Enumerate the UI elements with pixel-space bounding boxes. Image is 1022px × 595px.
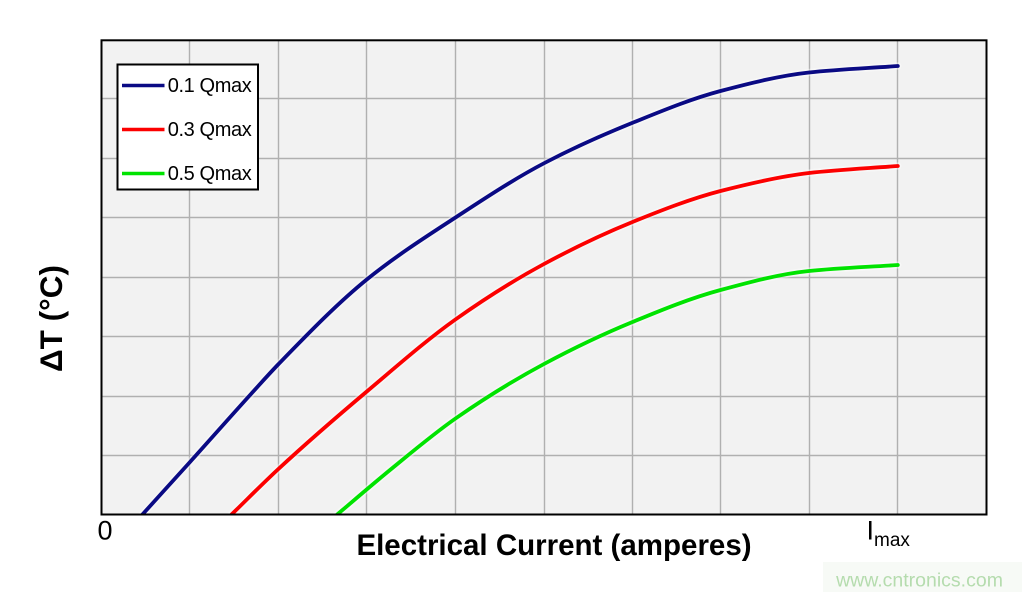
svg-text:0.5 Qmax: 0.5 Qmax	[168, 163, 252, 185]
svg-text:0: 0	[97, 516, 112, 546]
svg-text:0.1 Qmax: 0.1 Qmax	[168, 75, 252, 97]
svg-text:Electrical Current (amperes): Electrical Current (amperes)	[356, 529, 751, 562]
svg-text:ΔT (°C): ΔT (°C)	[33, 265, 69, 372]
svg-text:www.cntronics.com: www.cntronics.com	[835, 570, 1003, 592]
svg-text:Imax: Imax	[867, 516, 911, 552]
svg-text:0.3 Qmax: 0.3 Qmax	[168, 119, 252, 141]
